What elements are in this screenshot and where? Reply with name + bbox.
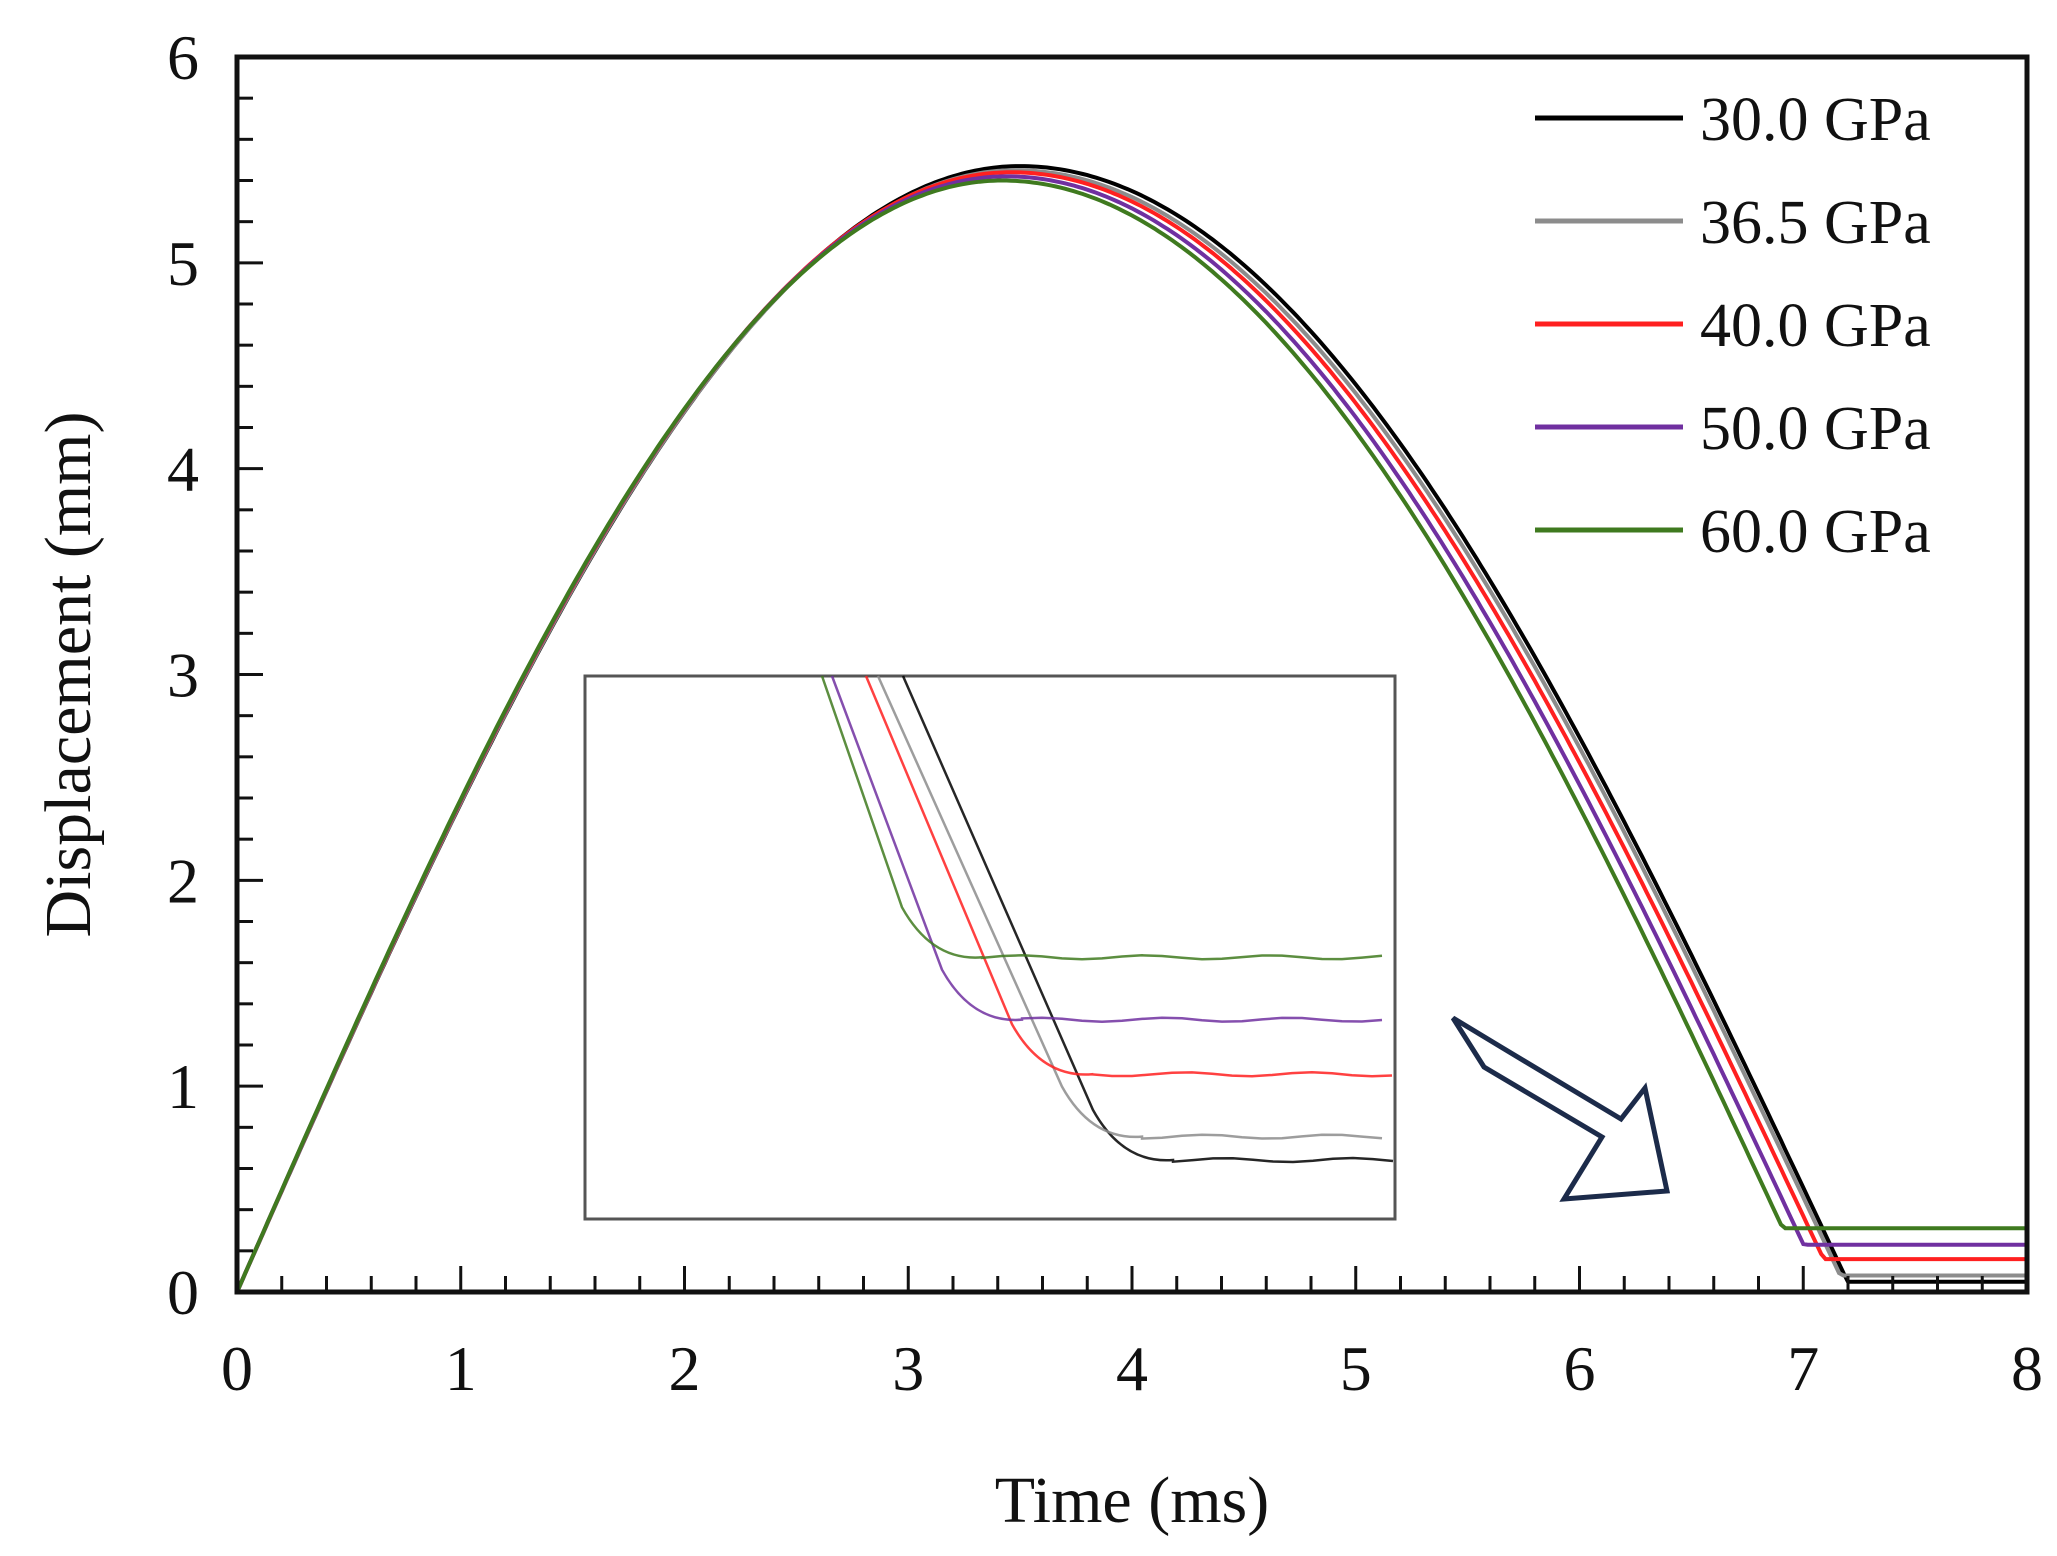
x-axis-title: Time (ms) (995, 1464, 1269, 1537)
series-line-5 (235, 178, 2027, 1293)
inset-series-line-2 (876, 675, 1383, 1140)
tick-labels: 0 1 2 3 4 5 6 7 8 0 1 2 3 4 5 6 (167, 22, 2043, 1404)
legend-label: 30.0 GPa (1700, 86, 1931, 154)
legend-label: 40.0 GPa (1700, 292, 1931, 360)
x-tick-label: 2 (669, 1333, 701, 1404)
y-tick-label: 6 (167, 22, 199, 93)
inset-series-line-4 (830, 675, 1383, 1023)
legend-label: 60.0 GPa (1700, 498, 1931, 566)
x-tick-label: 1 (445, 1333, 477, 1404)
y-tick-label: 5 (167, 228, 199, 299)
inset-zoom (583, 674, 1397, 1221)
zoom-arrow-shape (1450, 1015, 1671, 1202)
x-tick-label: 6 (1564, 1333, 1596, 1404)
legend: 30.0 GPa 36.5 GPa 40.0 GPa 50.0 GPa 60.0 GPa (1535, 86, 1931, 566)
legend-label: 50.0 GPa (1700, 395, 1931, 463)
y-tick-label: 3 (167, 640, 199, 711)
y-tick-label: 1 (167, 1051, 199, 1122)
y-axis-title: Displacement (mm) (32, 411, 105, 937)
zoom-arrow (1450, 1015, 1671, 1202)
inset-frame (583, 674, 1397, 1221)
inset-series-line-3 (864, 675, 1393, 1078)
x-tick-label: 8 (2011, 1333, 2043, 1404)
axes (234, 54, 2030, 1295)
inset-series-line-5 (820, 675, 1383, 961)
y-tick-label: 0 (167, 1257, 199, 1328)
x-tick-label: 5 (1340, 1333, 1372, 1404)
y-tick-label: 4 (167, 434, 199, 505)
y-tick-label: 2 (167, 845, 199, 916)
series-lines (235, 164, 2027, 1293)
x-tick-label: 4 (1116, 1333, 1148, 1404)
x-tick-label: 3 (892, 1333, 924, 1404)
x-tick-label: 0 (221, 1333, 253, 1404)
legend-label: 36.5 GPa (1700, 189, 1931, 257)
x-tick-label: 7 (1787, 1333, 1819, 1404)
